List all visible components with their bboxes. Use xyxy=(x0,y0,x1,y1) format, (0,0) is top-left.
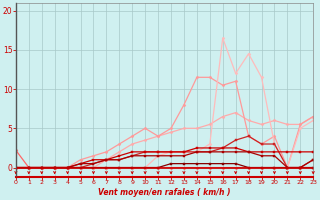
X-axis label: Vent moyen/en rafales ( km/h ): Vent moyen/en rafales ( km/h ) xyxy=(98,188,231,197)
